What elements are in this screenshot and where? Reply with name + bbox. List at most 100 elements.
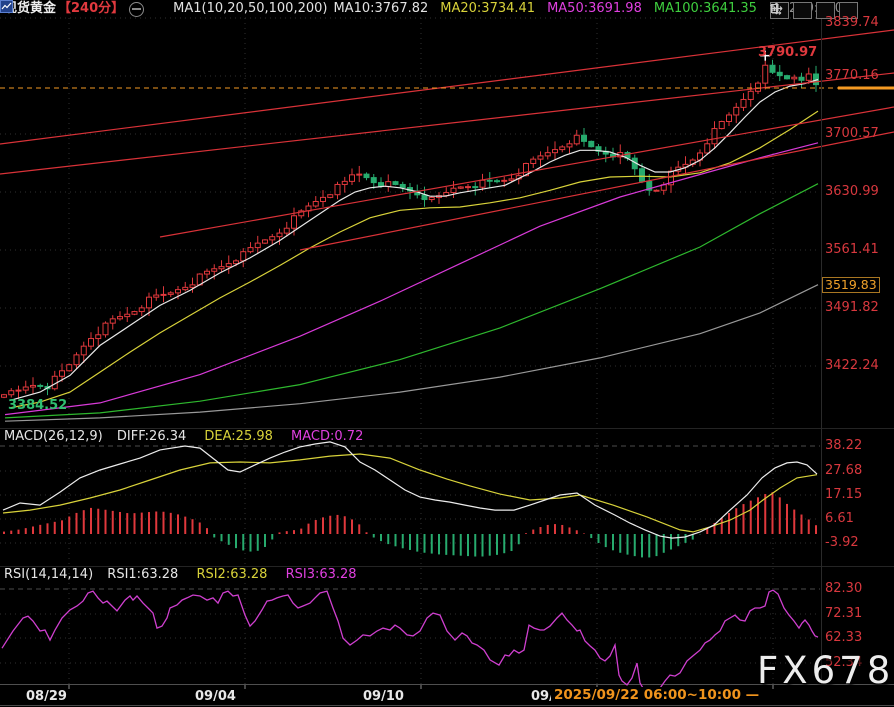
candle-body: [428, 197, 435, 201]
trend-line: [299, 131, 894, 251]
low-price-label: 3384.52: [8, 398, 68, 413]
candle-body: [254, 242, 261, 249]
ma10-value: MA10:3767.82: [333, 1, 429, 16]
date-range-tooltip: 2025/09/22 06:00~10:00 —: [551, 687, 763, 703]
candle-body: [80, 345, 87, 356]
candle-body: [581, 134, 587, 142]
candle-body: [573, 134, 580, 145]
candle-body: [472, 186, 479, 189]
candle-body: [283, 227, 290, 234]
candle-body: [66, 364, 73, 372]
macd-dea-value: DEA:25.98: [204, 429, 273, 444]
rsi-title-label: RSI(14,14,14): [4, 567, 94, 582]
candle-body: [109, 318, 116, 324]
candle-body: [146, 296, 152, 309]
candle-body: [160, 293, 167, 296]
candle-body: [291, 215, 297, 229]
candle-body: [131, 311, 138, 315]
axis-zoom-right-icon[interactable]: [771, 2, 835, 19]
candle-body: [523, 162, 529, 177]
candle-body: [22, 386, 29, 391]
ma100-value: MA100:3641.35: [653, 1, 757, 16]
candle-body: [204, 270, 210, 275]
candle-body: [704, 143, 711, 154]
candle-body: [588, 140, 595, 148]
trend-line: [159, 106, 894, 238]
candle-body: [769, 64, 776, 73]
candle-body: [363, 173, 370, 179]
candle-body: [552, 149, 558, 154]
candle-body: [544, 152, 551, 157]
candle-body: [8, 390, 15, 396]
candle-body: [298, 210, 305, 217]
candle-body: [501, 179, 508, 182]
candle-body: [399, 183, 406, 189]
candle-body: [124, 313, 131, 318]
rsi2-value: RSI2:63.28: [196, 567, 268, 582]
candle-body: [1, 394, 7, 398]
period-selector[interactable]: 【240分】: [58, 1, 125, 16]
candle-body: [88, 338, 94, 347]
candle-body: [175, 289, 181, 294]
candle-body: [805, 73, 812, 81]
candle-body: [755, 82, 761, 92]
candle-body: [102, 322, 109, 336]
ma20-line: [9, 110, 819, 409]
candle-body: [798, 76, 805, 81]
candle-body: [776, 71, 783, 77]
candle-body: [457, 186, 464, 189]
ma10-line: [9, 78, 819, 401]
settings-icon[interactable]: [129, 1, 145, 17]
candle-body: [762, 64, 769, 84]
macd-title-label: MACD(26,12,9): [4, 429, 103, 444]
candle-body: [370, 177, 377, 184]
candle-body: [211, 268, 218, 272]
rsi3-value: RSI3:63.28: [285, 567, 357, 582]
candle-body: [15, 389, 22, 392]
candle-body: [711, 128, 718, 145]
candle-body: [566, 143, 573, 148]
chart-header: 现货黄金 【240分】 MA1(10,20,50,100,200) MA10:3…: [0, 0, 894, 18]
candle-body: [262, 239, 268, 244]
candle-body: [559, 146, 566, 151]
candle-body: [138, 307, 145, 313]
candle-body: [813, 73, 819, 86]
candle-body: [30, 384, 36, 388]
candle-body: [327, 194, 334, 198]
macd-dea-line: [2, 453, 818, 533]
ma50-line: [4, 142, 819, 416]
candle-body: [508, 178, 515, 181]
candle-body: [247, 247, 254, 253]
candle-body: [385, 181, 392, 187]
candle-body: [341, 180, 348, 185]
candle-body: [646, 180, 653, 191]
axis-zoom-left-icon[interactable]: [770, 2, 812, 19]
candle-body: [225, 263, 232, 268]
ma20-value: MA20:3734.41: [440, 1, 536, 16]
trend-line: [0, 72, 894, 175]
candle-body: [784, 75, 790, 80]
candle-body: [167, 292, 174, 295]
candle-body: [639, 168, 645, 182]
indicator-chart-icon[interactable]: [0, 0, 167, 16]
export-icon[interactable]: [771, 2, 858, 19]
candle-body: [276, 232, 283, 238]
candle-body: [486, 179, 493, 182]
candle-body: [233, 260, 239, 265]
macd-macd-value: MACD:0.72: [291, 429, 364, 444]
candle-body: [726, 114, 732, 123]
candle-body: [479, 179, 486, 188]
candle-body: [95, 334, 102, 340]
ma200-line: [4, 284, 819, 422]
candle-body: [189, 284, 196, 288]
candle-body: [312, 200, 319, 207]
high-price-label: 3790.97: [758, 45, 818, 60]
candle-body: [349, 174, 355, 182]
candle-body: [218, 266, 225, 270]
candle-body: [392, 181, 399, 185]
trend-line: [0, 29, 894, 145]
settings-icon-dash: [132, 7, 142, 10]
candle-body: [37, 384, 44, 387]
